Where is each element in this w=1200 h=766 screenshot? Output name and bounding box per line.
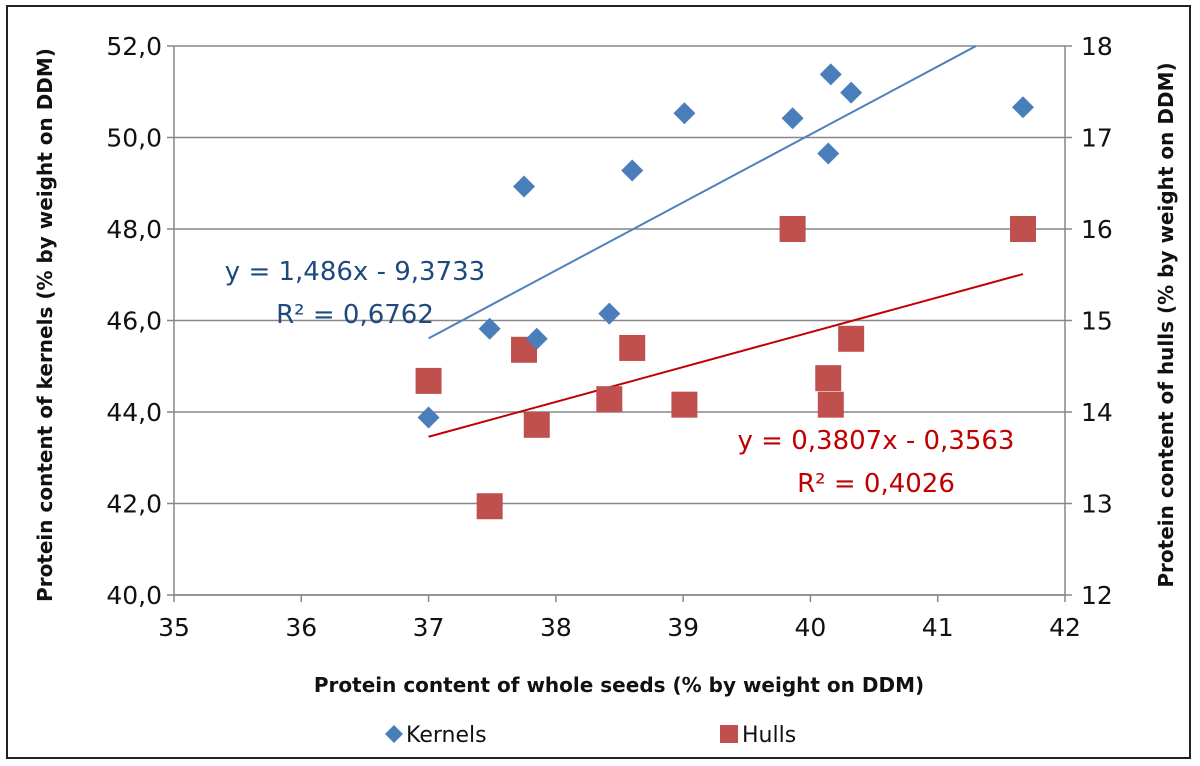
x-tick-label: 35 bbox=[158, 613, 190, 642]
hulls-point bbox=[817, 391, 844, 418]
legend-kernels-marker-icon bbox=[385, 725, 403, 743]
hulls-r2-label: R² = 0,4026 bbox=[797, 469, 955, 499]
legend-kernels-label: Kernels bbox=[406, 723, 487, 748]
kernels-trendline bbox=[428, 45, 977, 340]
y-left-tick-label: 44,0 bbox=[106, 398, 162, 427]
y-left-tick-label: 48,0 bbox=[106, 215, 162, 244]
hulls-point bbox=[815, 365, 842, 392]
hulls-point bbox=[779, 216, 806, 242]
kernels-equation-label: y = 1,486x - 9,3733 bbox=[225, 257, 485, 287]
y-right-tick-label: 15 bbox=[1081, 307, 1113, 336]
kernels-point bbox=[817, 142, 840, 165]
trendlines bbox=[428, 45, 1024, 438]
legend: Kernels Hulls bbox=[385, 723, 796, 748]
hulls-point bbox=[596, 386, 623, 413]
y-right-tick-label: 16 bbox=[1081, 215, 1113, 244]
legend-hulls-marker-icon bbox=[720, 725, 738, 743]
kernels-r2-label: R² = 0,6762 bbox=[276, 300, 434, 330]
y-right-tick-label: 17 bbox=[1081, 124, 1113, 153]
kernels-point bbox=[417, 406, 440, 429]
y-axis-left-title: Protein content of kernels (% by weight … bbox=[33, 48, 57, 602]
legend-hulls-label: Hulls bbox=[742, 723, 796, 748]
hulls-point bbox=[1009, 216, 1036, 242]
hulls-point bbox=[619, 334, 646, 361]
data-points bbox=[415, 63, 1036, 520]
y-left-tick-label: 42,0 bbox=[106, 490, 162, 519]
kernels-point bbox=[840, 81, 863, 104]
kernels-point bbox=[621, 159, 644, 182]
x-tick-label: 36 bbox=[285, 613, 317, 642]
hulls-point bbox=[415, 367, 442, 394]
hulls-point bbox=[838, 325, 865, 352]
x-tick-label: 37 bbox=[413, 613, 445, 642]
y-right-tick-label: 13 bbox=[1081, 490, 1113, 519]
kernels-point bbox=[673, 102, 696, 125]
x-tick-label: 42 bbox=[1049, 613, 1081, 642]
kernels-point bbox=[525, 327, 548, 350]
x-tick-label: 41 bbox=[922, 613, 954, 642]
kernels-point bbox=[781, 107, 804, 130]
y-right-tick-label: 12 bbox=[1081, 581, 1113, 610]
y-left-tick-label: 52,0 bbox=[106, 32, 162, 61]
hulls-trendline bbox=[428, 273, 1024, 438]
x-tick-label: 39 bbox=[667, 613, 699, 642]
x-tick-label: 38 bbox=[540, 613, 572, 642]
hulls-point bbox=[671, 391, 698, 418]
scatter-chart: 40,0 42,0 44,0 46,0 48,0 50,0 52,0 12 13 14 15 16 17… bbox=[33, 32, 1178, 748]
axes: 40,0 42,0 44,0 46,0 48,0 50,0 52,0 12 13 14 15 16 17… bbox=[106, 32, 1112, 642]
y-left-tick-label: 40,0 bbox=[106, 581, 162, 610]
chart-frame: 40,0 42,0 44,0 46,0 48,0 50,0 52,0 12 13 14 15 16 17… bbox=[6, 5, 1191, 759]
kernels-point bbox=[1011, 96, 1034, 119]
x-axis-title: Protein content of whole seeds (% by wei… bbox=[314, 673, 924, 697]
y-right-tick-label: 14 bbox=[1081, 398, 1113, 427]
y-left-tick-label: 46,0 bbox=[106, 307, 162, 336]
y-axis-right-title: Protein content of hulls (% by weight on… bbox=[1154, 62, 1178, 587]
y-right-tick-label: 18 bbox=[1081, 32, 1113, 61]
labels: Protein content of whole seeds (% by wei… bbox=[33, 48, 1178, 697]
kernels-point bbox=[598, 302, 621, 325]
kernels-point bbox=[819, 63, 842, 86]
x-tick-label: 40 bbox=[795, 613, 827, 642]
hulls-point bbox=[523, 411, 550, 438]
hulls-equation-label: y = 0,3807x - 0,3563 bbox=[738, 426, 1015, 456]
kernels-point bbox=[513, 175, 536, 198]
y-left-tick-label: 50,0 bbox=[106, 124, 162, 153]
kernels-point bbox=[478, 317, 501, 340]
hulls-point bbox=[476, 493, 503, 520]
